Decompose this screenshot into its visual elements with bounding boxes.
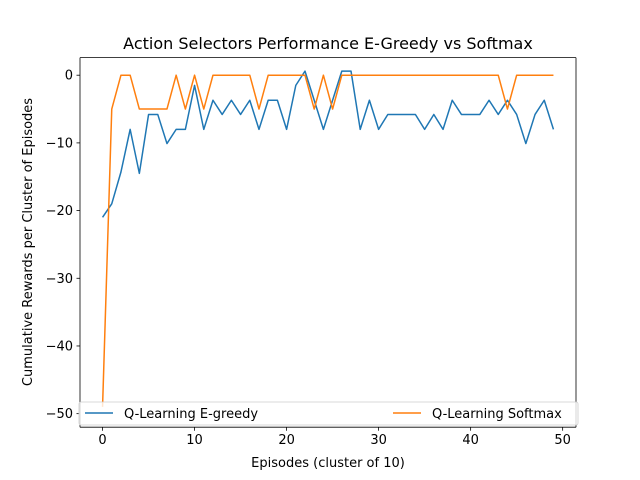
y-tick-label: −10 [46, 136, 73, 151]
legend: Q-Learning E-greedy Q-Learning Softmax [78, 401, 579, 426]
y-tick-label: −30 [46, 272, 73, 287]
series-line-softmax [101, 74, 554, 407]
y-tick-label: 0 [65, 69, 73, 84]
legend-label-egreedy: Q-Learning E-greedy [124, 407, 258, 422]
x-tick-label: 20 [278, 433, 295, 448]
x-tick-label: 40 [462, 433, 479, 448]
x-tick-label: 50 [554, 433, 571, 448]
series-layer [101, 70, 555, 407]
plot-area [80, 57, 576, 428]
x-axis-label: Episodes (cluster of 10) [251, 456, 405, 471]
y-tick-label: −50 [46, 407, 73, 422]
x-tick-label: 0 [98, 433, 106, 448]
legend-frame [78, 401, 579, 426]
x-axis-ticks: 0 10 20 30 40 50 [98, 427, 571, 448]
y-tick-label: −20 [46, 204, 73, 219]
y-tick-label: −40 [46, 339, 73, 354]
chart-title: Action Selectors Performance E-Greedy vs… [123, 34, 533, 53]
y-axis-ticks: 0 −10 −20 −30 −40 −50 [46, 69, 80, 422]
y-axis-label: Cumulative Rewards per Cluster of Episod… [21, 98, 36, 386]
legend-label-softmax: Q-Learning Softmax [432, 407, 562, 422]
x-tick-label: 30 [370, 433, 387, 448]
x-tick-label: 10 [186, 433, 203, 448]
series-line-egreedy [101, 70, 555, 218]
